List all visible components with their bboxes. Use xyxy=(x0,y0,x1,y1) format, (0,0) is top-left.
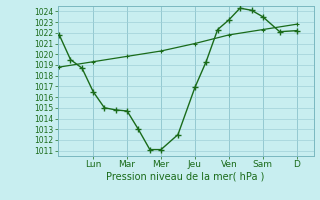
X-axis label: Pression niveau de la mer( hPa ): Pression niveau de la mer( hPa ) xyxy=(107,172,265,182)
